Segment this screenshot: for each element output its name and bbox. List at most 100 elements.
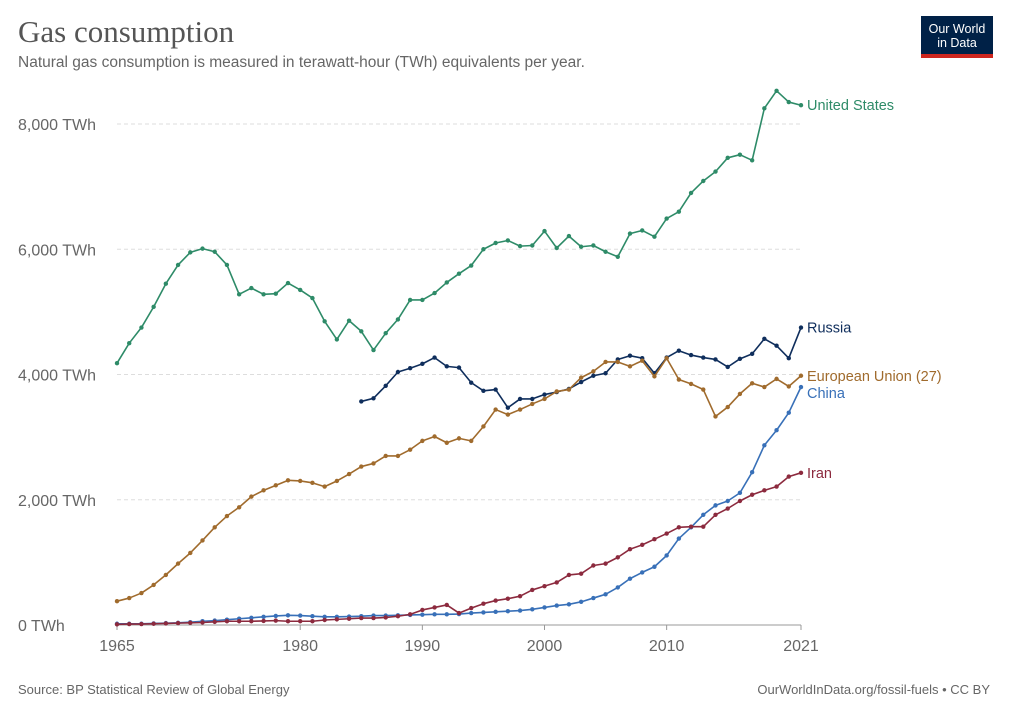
data-point-european-union-27-2020 — [786, 384, 791, 389]
data-point-iran-2007 — [627, 547, 633, 552]
data-point-russia-1999 — [530, 396, 535, 402]
data-point-iran-2020 — [786, 474, 791, 479]
data-point-china-2019 — [774, 428, 779, 433]
data-point-iran-1979 — [285, 619, 291, 624]
series-label-china: China — [807, 386, 846, 402]
data-point-iran-1968 — [151, 621, 156, 626]
data-point-iran-1971 — [188, 620, 193, 626]
data-point-iran-2018 — [762, 488, 767, 493]
data-point-united-states-1970 — [175, 262, 181, 268]
data-point-china-1997 — [505, 609, 511, 614]
data-point-european-union-27-1995 — [481, 424, 486, 429]
data-point-european-union-27-1986 — [371, 461, 376, 466]
x-tick-label-5: 2021 — [783, 638, 819, 655]
data-point-european-union-27-1990 — [420, 438, 425, 444]
data-point-iran-2009 — [652, 537, 657, 542]
data-point-china-2020 — [786, 410, 791, 415]
data-point-european-union-27-1987 — [383, 453, 388, 459]
data-point-united-states-2020 — [786, 99, 791, 105]
data-point-united-states-1994 — [469, 263, 474, 268]
data-point-european-union-27-2006 — [615, 359, 620, 365]
data-point-united-states-1985 — [359, 329, 364, 334]
data-point-united-states-1978 — [273, 291, 278, 296]
data-point-european-union-27-1966 — [127, 595, 132, 601]
logo-line-1: Our World — [928, 22, 986, 36]
data-point-russia-1995 — [481, 388, 486, 393]
data-point-european-union-27-2014 — [713, 414, 718, 419]
data-point-iran-2008 — [640, 542, 645, 548]
data-point-united-states-2007 — [627, 231, 633, 236]
data-point-european-union-27-2017 — [749, 381, 755, 386]
data-point-iran-1981 — [310, 619, 315, 624]
x-tick-label-3: 2000 — [527, 638, 563, 655]
data-point-china-1998 — [517, 608, 523, 613]
series-line-iran — [116, 472, 802, 626]
data-point-united-states-1986 — [371, 347, 376, 353]
data-point-united-states-2014 — [713, 169, 718, 174]
data-point-united-states-2000 — [542, 228, 547, 234]
data-point-european-union-27-1971 — [188, 550, 193, 556]
data-point-china-2004 — [591, 595, 596, 601]
data-point-iran-1986 — [371, 615, 376, 621]
data-point-united-states-1998 — [517, 243, 523, 249]
owid-logo[interactable]: Our World in Data — [921, 16, 993, 58]
data-point-iran-1967 — [139, 621, 144, 627]
data-point-china-1996 — [493, 609, 498, 615]
data-point-european-union-27-2013 — [701, 387, 706, 392]
data-point-european-union-27-2016 — [737, 391, 743, 397]
data-point-united-states-2003 — [578, 244, 584, 249]
credit-link[interactable]: OurWorldInData.org/fossil-fuels • CC BY — [757, 682, 990, 697]
data-point-russia-2020 — [786, 356, 791, 361]
data-point-european-union-27-1975 — [236, 505, 242, 510]
x-tick-label-2: 1990 — [405, 638, 441, 655]
y-tick-label-3: 6,000 TWh — [18, 242, 96, 259]
data-point-united-states-2019 — [774, 88, 779, 94]
data-point-russia-2015 — [725, 364, 730, 370]
data-point-united-states-2015 — [725, 155, 730, 161]
data-point-russia-1991 — [432, 355, 437, 360]
data-point-european-union-27-1996 — [493, 407, 498, 412]
data-point-iran-2000 — [542, 583, 547, 589]
data-point-united-states-1995 — [481, 247, 486, 252]
data-point-russia-2014 — [713, 357, 718, 362]
chart-subtitle: Natural gas consumption is measured in t… — [18, 54, 585, 71]
data-point-european-union-27-1997 — [505, 412, 511, 417]
data-point-united-states-2004 — [591, 243, 596, 248]
data-point-china-2010 — [664, 553, 669, 558]
data-point-united-states-2012 — [688, 190, 694, 196]
series-label-iran: Iran — [807, 466, 832, 482]
data-point-china-2013 — [701, 512, 706, 517]
data-point-united-states-1999 — [530, 243, 535, 248]
data-point-european-union-27-1988 — [395, 453, 401, 459]
data-point-china-2006 — [615, 585, 620, 590]
data-point-iran-1989 — [407, 612, 413, 617]
data-point-russia-1989 — [407, 366, 413, 371]
data-point-european-union-27-1994 — [469, 438, 474, 444]
data-point-russia-2013 — [701, 355, 706, 360]
series-china — [114, 384, 804, 626]
data-point-iran-1980 — [298, 619, 303, 624]
data-point-european-union-27-2003 — [578, 375, 584, 380]
data-point-european-union-27-1979 — [285, 478, 291, 483]
data-point-russia-1986 — [371, 396, 376, 401]
data-point-european-union-27-2019 — [774, 376, 779, 382]
data-point-united-states-2005 — [603, 249, 608, 254]
data-point-china-2001 — [554, 603, 559, 608]
data-point-iran-1985 — [359, 615, 364, 621]
data-point-iran-1983 — [334, 617, 340, 622]
data-point-european-union-27-2011 — [676, 377, 682, 382]
data-point-iran-1965 — [114, 622, 120, 627]
data-point-united-states-1996 — [493, 240, 498, 246]
data-point-united-states-1972 — [200, 246, 205, 251]
data-point-united-states-1976 — [249, 285, 254, 291]
data-point-european-union-27-1972 — [200, 538, 205, 543]
y-tick-label-4: 8,000 TWh — [18, 117, 96, 134]
data-point-united-states-2018 — [762, 106, 767, 111]
data-point-iran-2005 — [603, 561, 608, 566]
data-point-european-union-27-1970 — [175, 561, 181, 566]
data-point-china-1978 — [273, 613, 278, 619]
data-point-china-1999 — [530, 607, 535, 612]
data-point-china-2018 — [762, 443, 767, 448]
data-point-iran-2003 — [578, 571, 584, 576]
data-point-china-1994 — [469, 610, 474, 616]
